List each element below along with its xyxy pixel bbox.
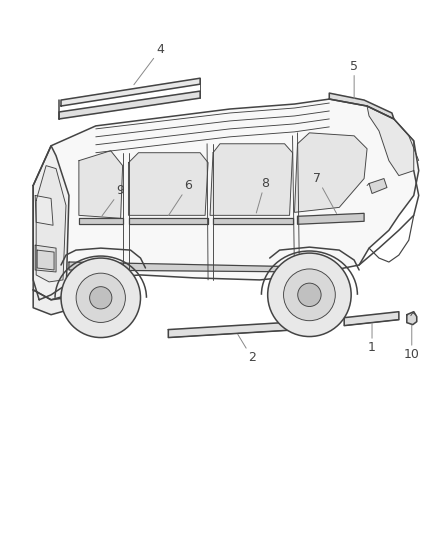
Text: 4: 4 [134,43,164,85]
Polygon shape [33,99,419,300]
Polygon shape [129,153,208,215]
Polygon shape [213,219,293,224]
Circle shape [90,287,112,309]
Polygon shape [297,213,364,224]
Text: 10: 10 [404,325,420,361]
Polygon shape [36,166,66,282]
Text: 1: 1 [368,323,376,354]
Polygon shape [79,219,123,224]
Polygon shape [35,196,53,225]
Text: 7: 7 [313,172,336,213]
Text: 9: 9 [102,184,124,216]
Polygon shape [369,179,387,193]
Polygon shape [129,219,208,224]
Circle shape [61,258,141,337]
Text: 8: 8 [256,177,268,213]
Text: 5: 5 [350,60,358,99]
Polygon shape [329,93,394,119]
Text: 2: 2 [238,334,256,364]
Polygon shape [210,144,293,215]
Polygon shape [61,78,200,106]
Polygon shape [294,133,367,212]
Polygon shape [168,321,300,337]
Polygon shape [37,250,54,270]
Polygon shape [69,262,309,272]
Polygon shape [344,312,399,326]
Polygon shape [59,91,200,119]
Circle shape [268,253,351,336]
Polygon shape [367,106,414,175]
Polygon shape [407,312,417,325]
Polygon shape [79,151,123,219]
Circle shape [283,269,336,321]
Polygon shape [33,290,69,314]
Polygon shape [33,146,69,300]
Text: 6: 6 [168,179,192,216]
Circle shape [76,273,125,322]
Circle shape [298,283,321,306]
Polygon shape [35,245,56,272]
